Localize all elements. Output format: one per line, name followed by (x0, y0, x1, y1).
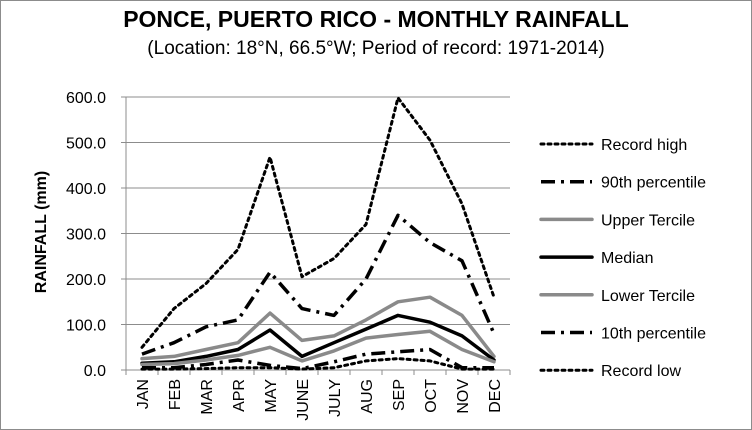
y-tick-label: 500.0 (66, 136, 106, 153)
x-tick-label: DEC (487, 379, 504, 413)
x-tick-label: MAR (199, 379, 216, 415)
x-tick-label: NOV (455, 379, 472, 414)
legend-label: Median (601, 250, 653, 267)
gridlines (126, 96, 510, 325)
legend-label: Lower Tercile (601, 288, 695, 305)
x-tick-label: JULY (327, 379, 344, 417)
legend-label: Record low (601, 363, 681, 380)
chart-subtitle: (Location: 18°N, 66.5°W; Period of recor… (147, 38, 605, 59)
y-tick-label: 0.0 (84, 363, 106, 380)
x-tick-label: JAN (135, 379, 152, 409)
x-tick-label: OCT (423, 379, 440, 413)
axes: 0.0 100.0 200.0 300.0 400.0 500.0 600.0 JAN FEB M… (66, 90, 511, 421)
y-tick-label: 100.0 (66, 318, 106, 335)
series-line-10th-percentile (142, 347, 494, 371)
chart-title: PONCE, PUERTO RICO - MONTHLY RAINFALL (123, 6, 629, 32)
series-line-median (140, 313, 496, 365)
y-tick-label: 400.0 (66, 181, 106, 198)
y-tick-label: 200.0 (66, 272, 106, 289)
series-line-record-high (140, 96, 496, 349)
x-tick-label: MAY (263, 379, 280, 413)
series-lines (140, 96, 496, 371)
x-tick-label: APR (231, 379, 248, 412)
y-tick-label: 600.0 (66, 90, 106, 107)
legend-label: Upper Tercile (601, 212, 695, 229)
series-line-record-low (140, 357, 496, 371)
x-tick-label: FEB (167, 379, 184, 410)
series-line-lower-tercile (140, 329, 496, 367)
series-line-upper-tercile (140, 295, 496, 361)
y-tick-label: 300.0 (66, 227, 106, 244)
x-tick-label: JUNE (295, 379, 312, 421)
y-axis-title: RAINFALL (mm) (33, 171, 50, 293)
x-tick-label: AUG (359, 379, 376, 414)
legend-label: 10th percentile (601, 326, 706, 343)
series-line-90th-percentile (141, 213, 496, 356)
legend-label: Record high (601, 137, 687, 154)
legend-label: 90th percentile (601, 175, 706, 192)
legend: Record high 90th percentile Upper Tercile M… (539, 137, 706, 380)
x-tick-label: SEP (391, 379, 408, 411)
